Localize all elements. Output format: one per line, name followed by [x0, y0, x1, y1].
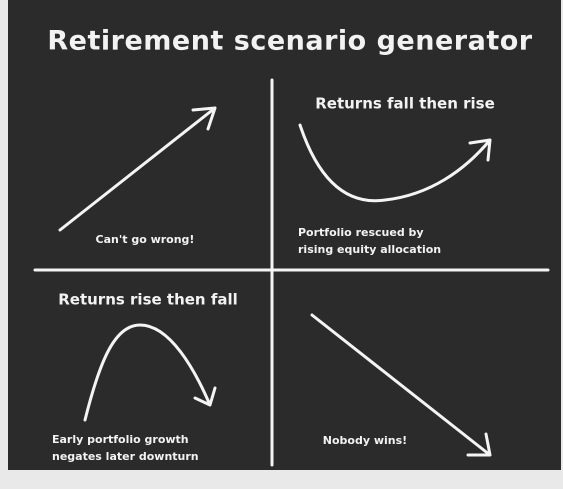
falling-arrow	[310, 313, 492, 457]
caption: Nobody wins!	[323, 434, 407, 447]
caption: Portfolio rescued by	[298, 226, 424, 239]
quadrant-heading: Returns rise then fall	[58, 291, 238, 309]
quadrant-heading: Returns fall then rise	[315, 95, 495, 113]
u-curve-arrow	[298, 123, 492, 203]
caption: negates later downturn	[52, 450, 199, 463]
rising-arrow	[58, 106, 217, 232]
title: Retirement scenario generator	[47, 26, 532, 57]
board	[8, 0, 561, 470]
caption: Can't go wrong!	[96, 233, 195, 246]
arch-curve-arrow	[83, 323, 217, 422]
caption: rising equity allocation	[298, 243, 441, 256]
caption: Early portfolio growth	[52, 433, 189, 446]
